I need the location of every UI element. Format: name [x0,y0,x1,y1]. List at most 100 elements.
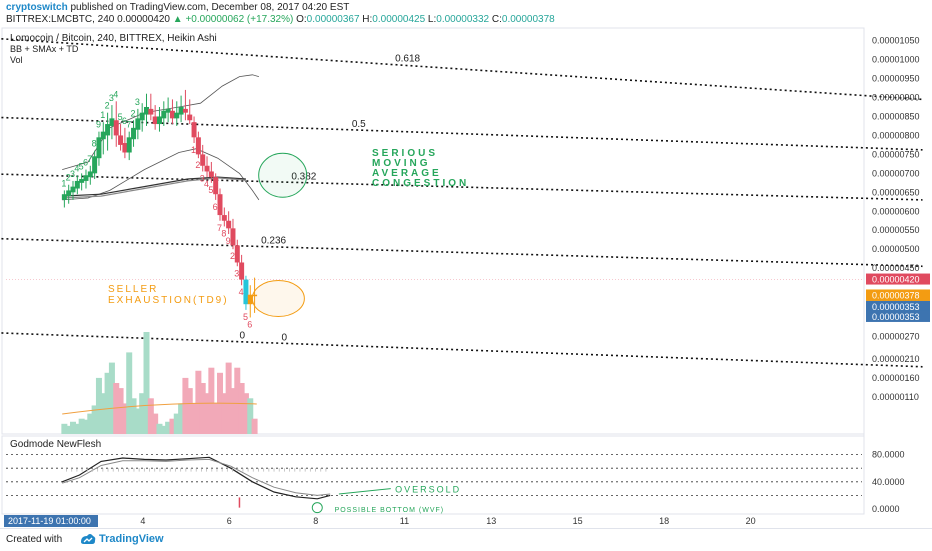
td-count-down: 8 [221,228,226,238]
candle-body [96,137,102,159]
td-count-up: 5 [118,112,123,122]
td-count-down: 4 [239,287,244,297]
legend: Lomocoin / Bitcoin, 240, BITTREX, Heikin… [10,33,217,65]
trend-label-1: 0.5 [352,119,366,130]
volume-bar [91,405,98,434]
candle-body [191,122,197,138]
volume-bar [251,418,258,434]
candle-body [252,294,258,297]
volume-bar [65,425,72,434]
td-count-down: 3 [234,268,239,278]
author-link[interactable]: cryptoswitch [6,2,68,13]
annotation-congestion-0: SERIOUS [372,148,438,159]
td-count-up: 5 [79,161,84,171]
candle-body [83,175,89,181]
volume-bar [186,388,193,434]
td-count-down: 1 [191,145,196,155]
price-tag-label: 0.00000353 [872,302,920,312]
trend-line-1 [0,116,923,151]
td-count-down: 5 [208,185,213,195]
price-tick-label: 0.00000210 [872,354,920,364]
osc-line-fast [61,456,331,500]
volume-bar [139,393,146,434]
trend-label-2: 0.382 [291,171,316,182]
td-count-up: 7 [126,120,131,130]
candle-body [144,106,150,115]
td-count-up: 4 [113,89,118,99]
change-arrow-icon: ▲ [172,14,183,25]
price-tick-label: 0.00000600 [872,206,920,216]
publish-line: cryptoswitch published on TradingView.co… [6,2,349,14]
candle-body [234,245,240,263]
last-price: 0.00000420 [117,14,170,25]
ohlc-line: BITTREX:LMCBTC, 240 0.00000420 ▲ +0.0000… [6,14,555,26]
price-tick-label: 0.00000270 [872,331,920,341]
volume-bar [247,398,254,434]
volume-bar [104,372,111,434]
oversold-arrow-line [338,488,391,495]
candle-body [79,179,85,183]
candle-body [70,186,76,193]
volume-bar [160,425,167,434]
candle-body [247,294,253,305]
volume-bar [238,383,245,434]
candle-body [178,106,184,115]
candle-body [122,143,128,153]
td-count-up: 2 [105,101,110,111]
candle-body [135,118,141,130]
time-tick-label: 11 [400,516,409,526]
volume-bar [242,393,249,434]
price-tick-label: 0.00000450 [872,263,920,273]
candle-body [74,180,80,189]
candle-body [230,228,236,246]
trend-lines: 0.618 0.5 0.382 0.236 0 0 [0,37,923,368]
price-tick-label: 0.00000900 [872,93,920,103]
td-count-up: 6 [83,158,88,168]
td-count-up: 9 [96,120,101,130]
td-count-up: 8 [92,139,97,149]
trend-line-3 [0,237,923,268]
price-tag-box [866,273,930,285]
price-tick-label: 0.00001050 [872,36,920,46]
time-tick-label: 15 [573,516,583,526]
time-tick-label: 20 [746,516,756,526]
volume-bar [143,332,150,434]
volume-bar [234,367,241,434]
volume-bar [82,419,89,434]
volume-bar [182,377,189,434]
change-value: +0.00000062 (+17.32%) [185,14,294,25]
td-count-up: 1 [61,178,66,188]
high-value: 0.00000425 [372,14,426,25]
low-value: 0.00000332 [436,14,490,25]
time-tick-label: 18 [659,516,669,526]
trend-label-extra: 0 [281,333,287,344]
bollinger-bands [62,74,260,201]
td-count-down: 7 [217,223,222,233]
volume-bar [208,367,215,434]
volume-bar [156,423,163,434]
sma-line-1 [62,177,246,199]
candle-body [226,220,232,229]
brand-name[interactable]: TradingView [99,533,164,545]
volume-bar [108,362,115,434]
time-tick-label: 13 [486,516,496,526]
td-count-down: 6 [213,202,218,212]
candle-body [213,177,219,195]
volume-bar [199,383,206,434]
volume-bar [130,398,137,434]
volume-bar [100,393,107,434]
volume-bar [152,413,159,434]
td-count-down: 3 [200,173,205,183]
oscillator-pane: Godmode NewFlesh 80.0000 40.0000 0.0000 OVER… [6,439,905,514]
candle-body [152,116,158,125]
candle-body [87,171,93,178]
price-tag-label: 0.00000378 [872,290,920,300]
td-count-up: 2 [131,108,136,118]
created-with-label: Created with [6,534,63,545]
candle-body [239,262,245,280]
close-label: C: [491,14,502,25]
osc-tick-label: 40.0000 [872,477,905,487]
volume-bar [126,352,133,434]
